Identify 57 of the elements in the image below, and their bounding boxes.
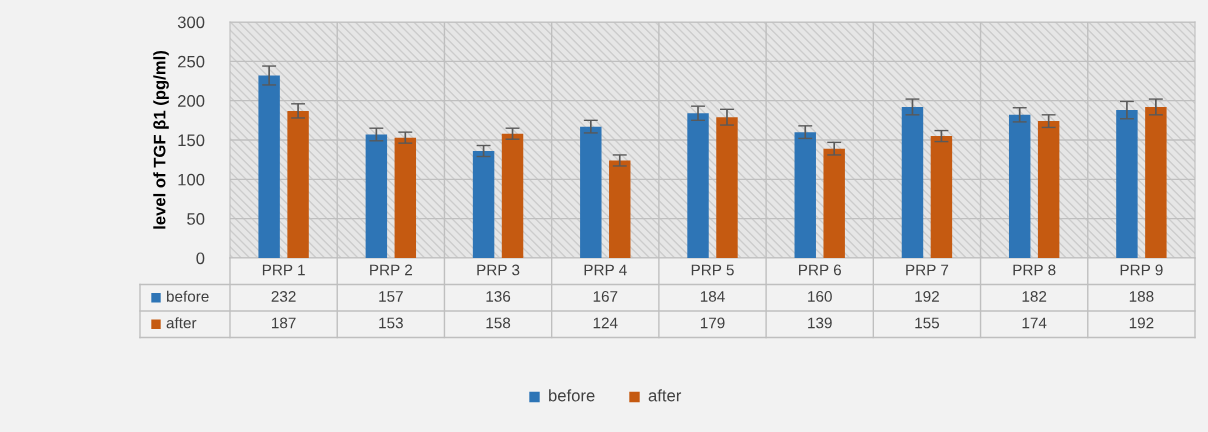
bar (930, 136, 953, 258)
bar (287, 110, 309, 258)
bar (394, 137, 417, 258)
x-tick-label: PRP 9 (1120, 264, 1163, 276)
data-label: 139 (808, 317, 832, 329)
data-label: 160 (808, 291, 832, 302)
bar (1145, 106, 1167, 258)
bar (1116, 110, 1138, 258)
bar (1037, 121, 1060, 258)
bar (580, 126, 602, 258)
y-tick-label: 250 (178, 55, 205, 68)
text: after (648, 389, 682, 402)
data-label: 187 (272, 317, 296, 329)
x-tick-label: PRP 7 (906, 264, 949, 276)
data-label: 124 (593, 317, 618, 329)
y-axis-title: level of TGF β1 (pg/ml) (153, 51, 169, 229)
data-label: 192 (1129, 317, 1154, 329)
text: before (549, 389, 595, 402)
data-label: 167 (593, 291, 618, 302)
data-label: 153 (379, 317, 403, 329)
x-tick-label: PRP 3 (477, 264, 520, 276)
data-label: 184 (700, 291, 725, 302)
legend-label: before (166, 290, 209, 302)
y-tick-label: 300 (177, 16, 205, 29)
data-label: 232 (271, 291, 296, 302)
bar (609, 160, 631, 258)
x-tick-label: PRP 4 (584, 264, 627, 276)
bar (501, 133, 524, 258)
legend-label: after (166, 317, 197, 329)
x-tick-label: PRP 2 (370, 264, 413, 276)
data-label: 192 (915, 291, 939, 302)
x-tick-label: PRP 1 (262, 264, 305, 276)
y-tick-label: 200 (178, 95, 205, 107)
bar (901, 106, 924, 258)
bar (365, 134, 388, 258)
data-label: 179 (700, 317, 725, 329)
data-label: 182 (1022, 291, 1047, 302)
data-label: 155 (915, 317, 940, 329)
data-label: 157 (379, 291, 403, 302)
y-tick-label: 100 (178, 173, 205, 186)
bar (823, 148, 845, 258)
x-tick-label: PRP 8 (1013, 264, 1056, 276)
y-tick-label: 0 (196, 252, 205, 265)
data-label: 188 (1129, 291, 1154, 302)
x-tick-label: PRP 6 (799, 264, 841, 276)
bar (716, 117, 738, 258)
bar (687, 113, 709, 258)
bar (794, 132, 816, 258)
data-label: 136 (486, 291, 511, 302)
y-tick-label: 50 (187, 213, 205, 225)
bar (258, 75, 280, 258)
bar (1008, 114, 1031, 258)
y-tick-label: 150 (178, 134, 205, 147)
bar (472, 151, 495, 258)
x-tick-label: PRP 5 (691, 264, 734, 276)
data-label: 174 (1022, 317, 1047, 329)
data-label: 158 (486, 317, 511, 329)
